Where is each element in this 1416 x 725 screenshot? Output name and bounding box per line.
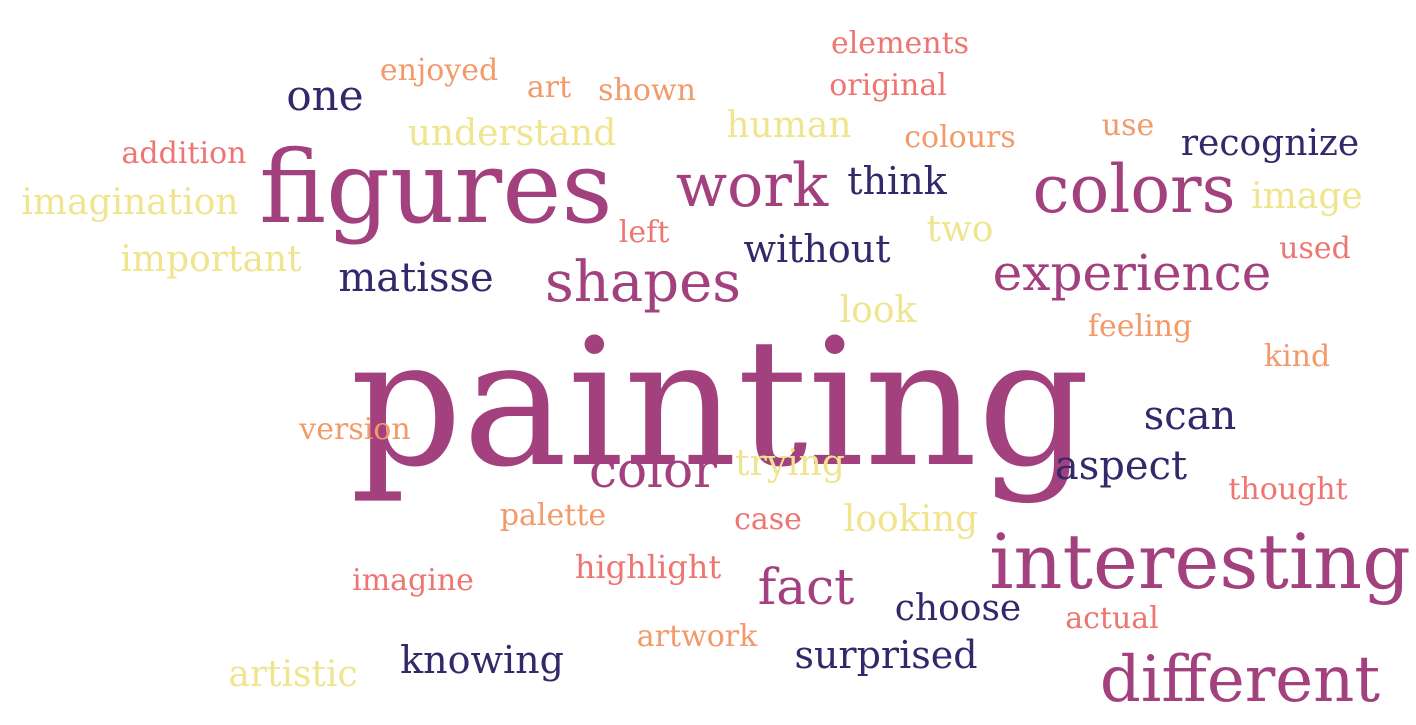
word-kind: kind xyxy=(1263,339,1331,374)
word-use: use xyxy=(1101,108,1155,143)
word-recognize: recognize xyxy=(1180,123,1360,164)
word-painting: painting xyxy=(349,301,1091,506)
word-elements: elements xyxy=(830,26,970,61)
word-palette: palette xyxy=(499,498,607,533)
word-knowing: knowing xyxy=(400,638,564,682)
word-human: human xyxy=(726,105,852,146)
word-different: different xyxy=(1099,643,1381,717)
word-imagine: imagine xyxy=(352,563,474,598)
word-image: image xyxy=(1251,176,1363,217)
word-used: used xyxy=(1279,231,1351,266)
word-actual: actual xyxy=(1065,601,1159,636)
word-art: art xyxy=(526,70,572,105)
word-important: important xyxy=(120,239,302,280)
word-scan: scan xyxy=(1143,393,1237,439)
word-fact: fact xyxy=(757,558,855,616)
word-trying: trying xyxy=(735,443,845,484)
word-feeling: feeling xyxy=(1087,309,1193,344)
word-understand: understand xyxy=(407,113,617,154)
word-looking: looking xyxy=(843,499,979,540)
word-original: original xyxy=(829,68,947,103)
word-interesting: interesting xyxy=(989,517,1411,606)
word-colours: colours xyxy=(904,120,1016,155)
word-shapes: shapes xyxy=(545,250,741,315)
word-left: left xyxy=(618,215,670,250)
word-colors: colors xyxy=(1032,151,1236,228)
word-thought: thought xyxy=(1228,472,1348,507)
word-one: one xyxy=(286,71,364,120)
word-highlight: highlight xyxy=(574,548,722,586)
word-without: without xyxy=(743,227,891,271)
word-experience: experience xyxy=(992,244,1272,302)
word-figures: figures xyxy=(259,129,613,246)
word-color: color xyxy=(588,441,718,499)
word-enjoyed: enjoyed xyxy=(379,53,499,88)
word-shown: shown xyxy=(598,73,696,108)
word-aspect: aspect xyxy=(1054,443,1188,489)
word-case: case xyxy=(734,502,802,537)
word-choose: choose xyxy=(894,588,1022,629)
word-matisse: matisse xyxy=(338,255,494,301)
word-version: version xyxy=(299,412,411,447)
word-work: work xyxy=(675,151,829,221)
word-artistic: artistic xyxy=(228,654,358,695)
word-think: think xyxy=(847,159,947,203)
word-surprised: surprised xyxy=(794,633,978,677)
word-artwork: artwork xyxy=(636,619,758,654)
word-look: look xyxy=(839,290,917,331)
word-imagination: imagination xyxy=(21,182,239,223)
word-addition: addition xyxy=(121,136,247,171)
word-two: two xyxy=(926,209,994,250)
